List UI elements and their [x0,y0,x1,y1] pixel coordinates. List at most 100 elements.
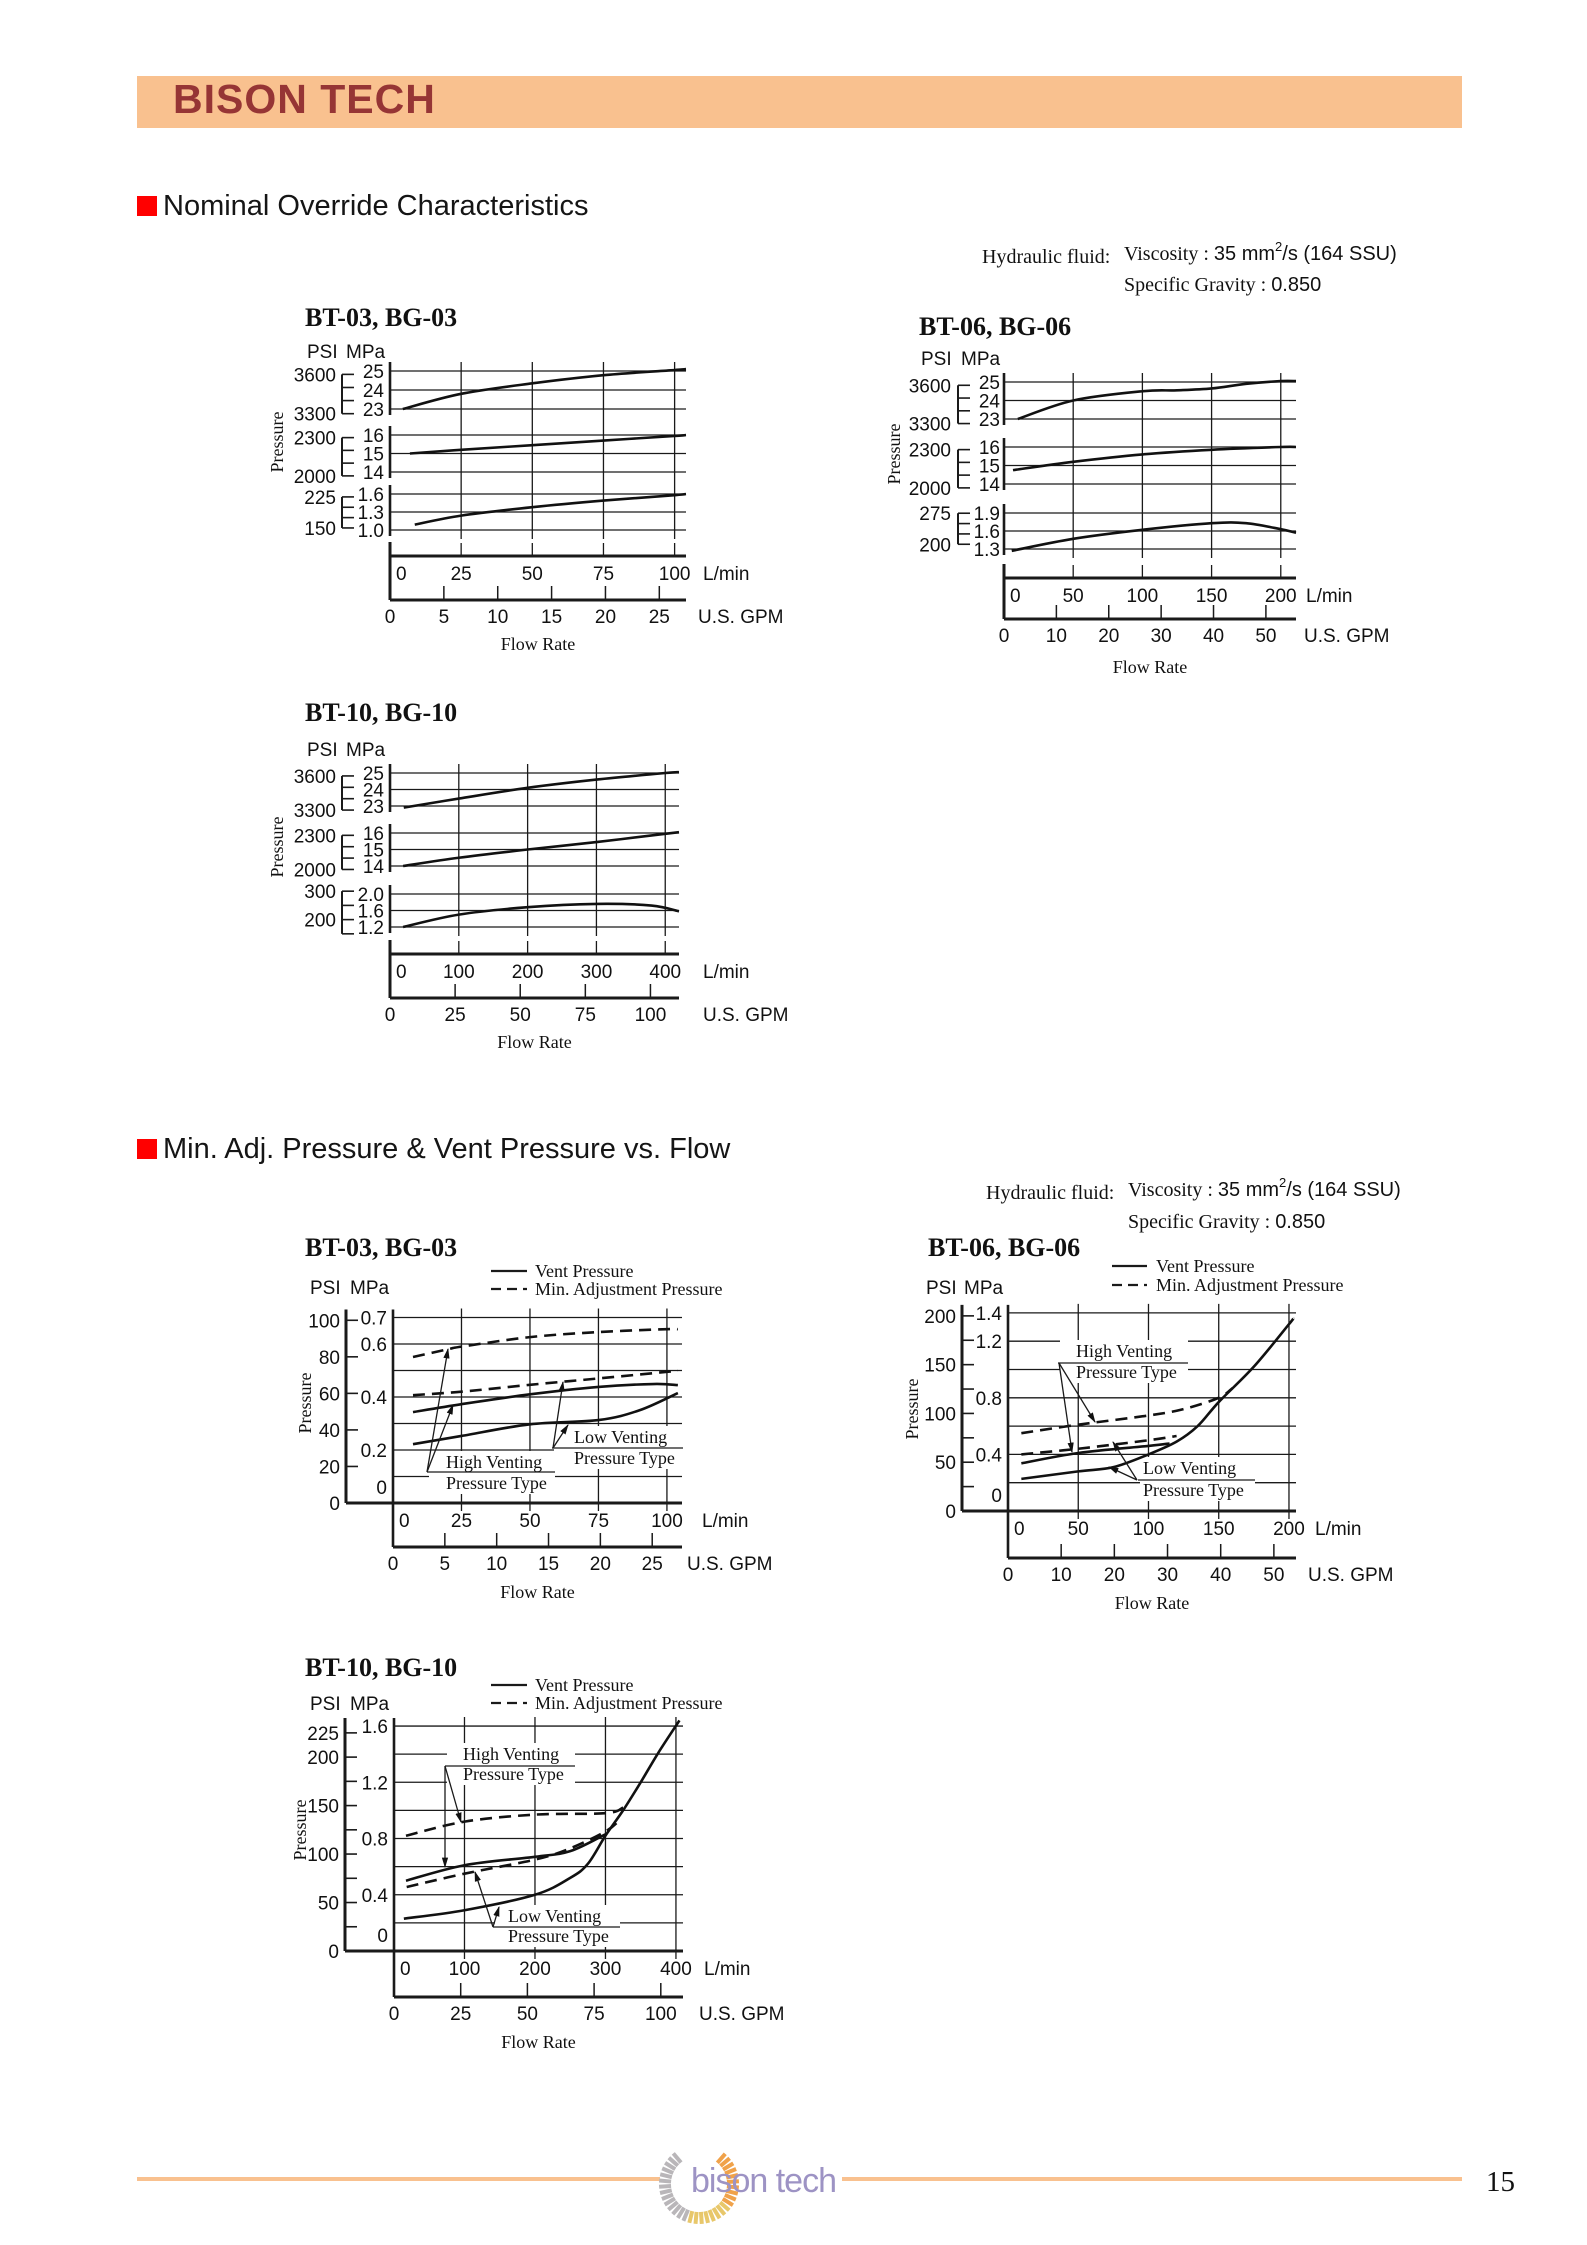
logo-ray [664,2161,677,2171]
x-axis-title: Flow Rate [497,1032,572,1052]
annotation-label: Low Venting [1143,1458,1236,1478]
logo-ray [698,2211,704,2225]
mpa-tick-label: 25 [979,373,1000,394]
lmin-tick-label: 75 [593,564,614,585]
lmin-tick-label: 400 [660,1959,692,1980]
vent-pressure-curve [403,1719,681,1920]
psi-tick-label: 100 [924,1404,956,1425]
psi-tick-label: 225 [304,488,336,509]
vent-pressure-curve [412,1391,679,1446]
gpm-unit-label: U.S. GPM [699,2004,785,2025]
gpm-tick-label: 50 [517,2004,538,2025]
lmin-tick-label: 25 [451,1511,472,1532]
viscosity-label: Viscosity : [1124,243,1214,265]
vent-pressure-curve [1021,1317,1295,1481]
chart-title: BT-06, BG-06 [919,312,1071,341]
gpm-unit-label: U.S. GPM [1304,626,1390,647]
logo-ray [725,2188,739,2196]
override-pressure-curve [403,770,680,809]
psi-tick-label: 2300 [909,441,951,462]
y-axis-title: Pressure [295,1373,315,1434]
gpm-tick-label: 25 [450,2004,471,2025]
gpm-tick-label: 100 [645,2004,677,2025]
mpa-tick-label: 14 [979,475,1001,496]
mpa-tick-label: 1.6 [362,1717,388,1738]
psi-tick-label: 50 [935,1453,956,1474]
y-axis-title: Pressure [290,1800,310,1861]
override-pressure-curve [414,492,687,526]
override-pressure-curve [409,433,687,455]
psi-tick-label: 0 [328,1942,339,1963]
annotation-arrow [492,1906,500,1928]
psi-tick-label: 200 [919,535,951,556]
x-axis-title: Flow Rate [1113,657,1188,677]
override-pressure-curve [402,367,687,411]
annotation-background [1060,1340,1188,1383]
logo-ray [724,2167,737,2176]
lmin-tick-label: 0 [396,962,407,983]
mpa-tick-label: 0.2 [361,1441,387,1462]
psi-tick-label: 80 [319,1348,340,1369]
psi-tick-label: 275 [919,504,951,525]
mpa-tick-label: 1.6 [358,902,384,923]
logo-sunburst-icon [658,2152,740,2225]
logo-ray [671,2152,683,2164]
mpa-tick-label: 1.0 [358,521,384,542]
mpa-tick-label: 0.8 [976,1389,1002,1410]
annotation-label: Pressure Type [1143,1480,1244,1500]
logo-ray [693,2211,699,2225]
annotation-arrow [1112,1441,1138,1481]
psi-tick-label: 0 [945,1502,956,1523]
lmin-tick-label: 400 [649,962,681,983]
min-adjustment-pressure-curve [412,1369,679,1397]
mpa-tick-label: 16 [979,438,1000,459]
footer-divider-right [842,2177,1462,2181]
nominal-override-chart: PSI MPa25242336003300161514230020002.01.6… [267,698,789,1052]
lmin-tick-label: 200 [1273,1519,1305,1540]
logo-ray [723,2193,737,2202]
annotation-label: High Venting [463,1744,559,1764]
logo-ray [707,2209,716,2222]
mpa-tick-label: 0.8 [362,1830,388,1851]
gpm-tick-label: 20 [595,607,616,628]
lmin-unit-label: L/min [1306,586,1352,607]
lmin-tick-label: 75 [588,1511,609,1532]
lmin-tick-label: 100 [651,1511,683,1532]
psi-tick-label: 2300 [294,826,336,847]
x-axis-title: Flow Rate [500,1582,575,1602]
override-pressure-curve [402,902,680,929]
specific-gravity-text: Specific Gravity : 0.850 [1124,274,1321,296]
mpa-tick-label: 0 [376,1478,387,1499]
logo-ray [671,2203,683,2216]
override-pressure-curve [402,830,680,868]
hydraulic-fluid-note-2: Hydraulic fluid: Viscosity : 35 mm2/s (1… [986,1175,1401,1233]
y-axis-title: Pressure [267,817,287,878]
mpa-tick-label: 0 [377,1926,388,1947]
mpa-tick-label: 15 [363,841,384,862]
logo-text: bison tech [691,2162,836,2200]
psi-tick-label: 200 [924,1307,956,1328]
mpa-tick-label: 16 [363,824,384,845]
psi-tick-label: 2000 [294,467,336,488]
viscosity-text: Viscosity : 35 mm2/s (164 SSU) [1124,239,1397,265]
lmin-tick-label: 200 [1265,586,1297,607]
psi-tick-label: 60 [319,1384,340,1405]
annotation-background [1140,1457,1255,1501]
logo-ray [661,2192,674,2201]
logo-ray [719,2156,731,2168]
lmin-tick-label: 0 [1010,586,1021,607]
gpm-tick-label: 10 [1051,1565,1072,1586]
lmin-tick-label: 0 [1014,1519,1025,1540]
logo-ray [658,2178,672,2184]
mpa-tick-label: 24 [363,781,385,802]
x-axis-title: Flow Rate [501,634,576,654]
mpa-tick-label: 15 [979,457,1000,478]
psi-tick-label: 150 [924,1356,956,1377]
gpm-tick-label: 0 [388,1554,399,1575]
gpm-tick-label: 20 [1098,626,1119,647]
chart-title: BT-06, BG-06 [928,1233,1080,1262]
gpm-tick-label: 20 [590,1554,611,1575]
gpm-tick-label: 10 [487,607,508,628]
logo-ray [681,2208,690,2222]
